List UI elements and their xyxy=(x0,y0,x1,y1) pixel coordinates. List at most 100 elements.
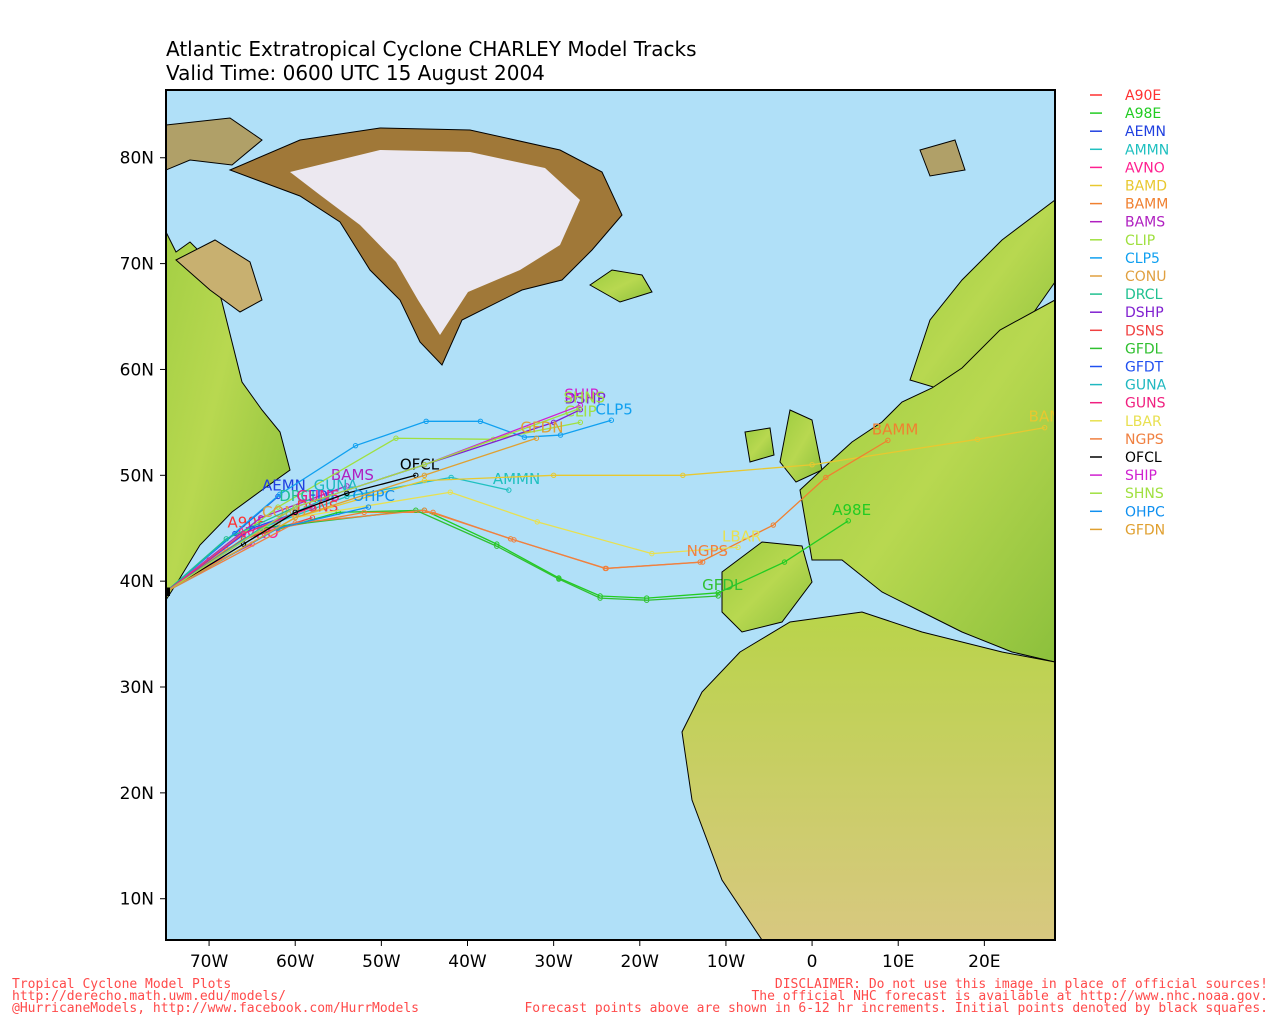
forecast-point xyxy=(275,504,281,510)
forecast-point xyxy=(550,419,557,426)
x-tick-label: 0 xyxy=(807,952,818,972)
forecast-point xyxy=(344,483,350,489)
forecast-point xyxy=(277,491,283,498)
forecast-point xyxy=(240,530,247,537)
forecast-point xyxy=(885,437,891,444)
legend-label: DSNS xyxy=(1125,323,1164,339)
legend-label: A90E xyxy=(1125,88,1161,104)
forecast-point xyxy=(1041,424,1048,431)
forecast-point xyxy=(393,435,399,441)
forecast-point xyxy=(344,493,350,500)
track-label: BAMD xyxy=(1029,408,1074,426)
forecast-point xyxy=(223,536,230,542)
forecast-point xyxy=(809,462,815,468)
forecast-point xyxy=(770,522,777,528)
forecast-point xyxy=(603,565,609,572)
track-label: DRCL xyxy=(279,487,320,505)
subtitle: Valid Time: 0600 UTC 15 August 2004 xyxy=(166,61,545,85)
track-label: GUNS xyxy=(296,487,339,505)
track xyxy=(166,427,1045,593)
track xyxy=(166,437,537,593)
footer-right: Forecast points above are shown in 6-12 … xyxy=(524,1001,1268,1016)
title: Atlantic Extratropical Cyclone CHARLEY M… xyxy=(166,37,697,61)
track-label: AMMN xyxy=(493,470,540,488)
legend-label: OFCL xyxy=(1125,450,1162,466)
forecast-point xyxy=(557,432,564,438)
legend-label: AEMN xyxy=(1125,124,1166,140)
x-tick-label: 20E xyxy=(968,952,1000,972)
forecast-point xyxy=(361,509,367,516)
legend-label: SHIP xyxy=(1125,468,1157,484)
forecast-point xyxy=(292,514,298,521)
legend-label: NGPS xyxy=(1125,432,1164,448)
forecast-point xyxy=(421,462,428,468)
x-tick-label: 50W xyxy=(362,952,401,972)
forecast-point xyxy=(511,537,517,543)
track-label: CLP5 xyxy=(595,400,632,418)
legend-label: SHNS xyxy=(1125,486,1164,502)
forecast-point xyxy=(421,477,428,484)
legend-label: LBAR xyxy=(1125,414,1162,430)
forecast-point xyxy=(421,472,428,479)
track-label: DSNS xyxy=(296,498,338,516)
track-label: OHPC xyxy=(352,487,395,505)
forecast-point xyxy=(608,417,615,423)
initial-point xyxy=(166,587,170,596)
footer-right: The official NHC forecast is available a… xyxy=(751,989,1268,1004)
y-tick-label: 50N xyxy=(120,466,154,486)
legend-label: GUNA xyxy=(1125,378,1167,394)
forecast-point xyxy=(477,418,484,425)
legend-label: BAMS xyxy=(1125,215,1165,231)
forecast-point xyxy=(550,472,557,479)
track-label: SHNS xyxy=(563,389,605,407)
forecast-point xyxy=(556,576,562,582)
forecast-point xyxy=(292,520,298,526)
legend-label: GFDL xyxy=(1125,341,1163,357)
forecast-point xyxy=(699,559,706,565)
legend-label: GFDT xyxy=(1125,360,1164,376)
track-label: A98E xyxy=(832,501,871,519)
track-label: LBAR xyxy=(722,527,761,545)
footer-left: Tropical Cyclone Model Plots xyxy=(12,977,231,992)
forecast-point xyxy=(577,402,584,409)
forecast-point xyxy=(352,442,359,449)
track xyxy=(166,408,580,593)
track xyxy=(166,509,719,601)
y-tick-label: 60N xyxy=(120,360,154,380)
forecast-point xyxy=(521,434,528,440)
track-label: GFDN xyxy=(520,418,563,436)
y-tick-label: 30N xyxy=(120,678,154,698)
track-label: NGPS xyxy=(687,542,728,560)
y-tick-label: 70N xyxy=(120,255,154,275)
forecast-point xyxy=(649,550,655,557)
forecast-point xyxy=(423,418,429,425)
x-tick-label: 60W xyxy=(276,952,315,972)
forecast-point xyxy=(576,405,583,412)
forecast-point xyxy=(292,509,298,516)
footer-right: DISCLAIMER: Do not use this image in pla… xyxy=(775,977,1268,992)
legend-label: BAMD xyxy=(1125,179,1167,195)
legend-label: CONU xyxy=(1125,269,1167,285)
x-tick-label: 10E xyxy=(882,952,914,972)
forecast-point xyxy=(365,504,372,510)
legend-label: A98E xyxy=(1125,106,1161,122)
forecast-point xyxy=(240,541,247,547)
legend-label: GUNS xyxy=(1125,396,1166,412)
x-tick-label: 30W xyxy=(534,952,573,972)
legend-label: CLP5 xyxy=(1125,251,1160,267)
forecast-point xyxy=(344,490,350,497)
track xyxy=(166,509,703,593)
forecast-point xyxy=(421,507,428,513)
track-label: BAMM xyxy=(872,420,918,438)
x-tick-label: 40W xyxy=(448,952,487,972)
track-label: SHIP xyxy=(564,385,598,403)
track xyxy=(166,474,416,593)
forecast-point xyxy=(533,435,540,441)
forecast-point xyxy=(292,504,298,510)
forecast-point xyxy=(823,474,829,481)
forecast-point xyxy=(735,544,741,550)
forecast-point xyxy=(506,487,512,493)
forecast-point xyxy=(974,436,981,443)
legend-label: AMMN xyxy=(1125,142,1169,158)
